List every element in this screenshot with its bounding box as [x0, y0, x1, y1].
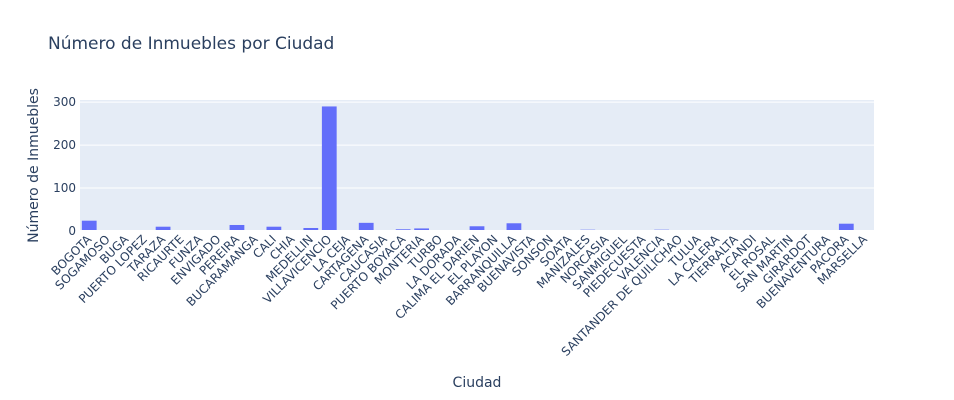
y-tick-label: 0 [68, 224, 76, 238]
y-tick-label: 100 [53, 181, 76, 195]
bar [358, 222, 374, 231]
bar [303, 227, 319, 231]
bar [414, 228, 429, 231]
y-axis-title: Número de Inmuebles [26, 88, 42, 243]
bar [266, 226, 282, 231]
bar [155, 226, 171, 231]
bar [506, 223, 522, 231]
bar [81, 220, 97, 231]
bar [838, 223, 854, 231]
y-tick-label: 200 [53, 138, 76, 152]
bar [469, 226, 485, 231]
plot-area [80, 100, 874, 231]
y-tick-label: 300 [53, 95, 76, 109]
chart-title: Número de Inmuebles por Ciudad [48, 34, 335, 54]
bar [229, 224, 245, 231]
x-axis-title: Ciudad [453, 375, 502, 391]
bar [321, 106, 337, 231]
